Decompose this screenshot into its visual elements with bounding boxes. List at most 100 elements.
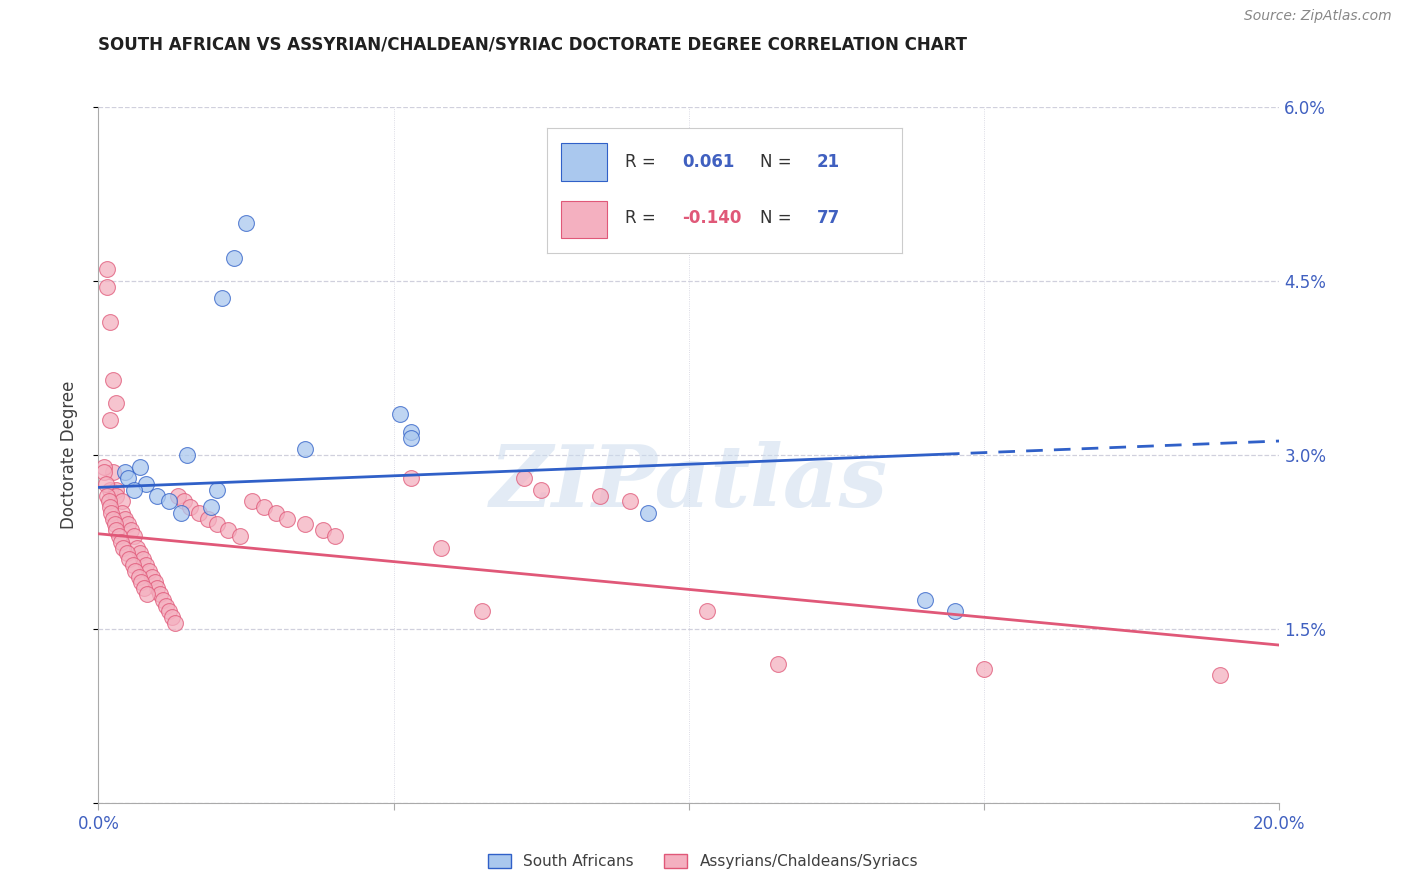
Point bbox=[205, 483, 228, 497]
Point bbox=[96, 262, 118, 277]
Point bbox=[205, 517, 228, 532]
Point bbox=[105, 396, 128, 410]
Point bbox=[125, 541, 148, 555]
Point bbox=[264, 506, 287, 520]
Point bbox=[114, 511, 136, 525]
Text: SOUTH AFRICAN VS ASSYRIAN/CHALDEAN/SYRIAC DOCTORATE DEGREE CORRELATION CHART: SOUTH AFRICAN VS ASSYRIAN/CHALDEAN/SYRIA… bbox=[98, 36, 967, 54]
Point bbox=[146, 582, 169, 596]
Point bbox=[100, 506, 122, 520]
Point bbox=[141, 570, 163, 584]
Point bbox=[253, 500, 276, 514]
Point bbox=[111, 506, 134, 520]
Point bbox=[162, 610, 183, 624]
Point bbox=[973, 662, 995, 677]
Point bbox=[105, 489, 128, 503]
Point bbox=[323, 529, 346, 543]
Point bbox=[96, 279, 118, 293]
Point bbox=[132, 552, 155, 566]
Point bbox=[111, 494, 134, 508]
Point bbox=[401, 471, 423, 485]
Point bbox=[105, 483, 128, 497]
Point bbox=[235, 216, 257, 230]
Point bbox=[135, 476, 157, 491]
Point bbox=[143, 575, 166, 590]
Point bbox=[128, 459, 150, 474]
Point bbox=[129, 575, 152, 590]
Point bbox=[115, 546, 138, 561]
Point bbox=[93, 459, 115, 474]
Point bbox=[197, 511, 219, 525]
Point bbox=[637, 506, 659, 520]
Point bbox=[401, 431, 423, 445]
Y-axis label: Doctorate Degree: Doctorate Degree bbox=[59, 381, 77, 529]
Point bbox=[766, 657, 789, 671]
Point bbox=[157, 494, 180, 508]
Legend: South Africans, Assyrians/Chaldeans/Syriacs: South Africans, Assyrians/Chaldeans/Syri… bbox=[482, 848, 924, 875]
Point bbox=[157, 605, 180, 619]
Point bbox=[135, 558, 157, 573]
Point bbox=[155, 599, 177, 613]
Point bbox=[146, 489, 169, 503]
Point bbox=[104, 517, 127, 532]
Point bbox=[103, 466, 125, 480]
Point bbox=[122, 529, 145, 543]
Point bbox=[128, 546, 150, 561]
Point bbox=[114, 466, 136, 480]
Point bbox=[108, 529, 131, 543]
Point bbox=[112, 541, 135, 555]
Point bbox=[121, 558, 143, 573]
Point bbox=[240, 494, 263, 508]
Point bbox=[167, 489, 190, 503]
Point bbox=[165, 615, 187, 630]
Point bbox=[294, 442, 316, 457]
Point bbox=[138, 564, 160, 578]
Point bbox=[914, 592, 936, 607]
Point bbox=[105, 523, 128, 537]
Point bbox=[176, 448, 198, 462]
Point bbox=[276, 511, 298, 525]
Point bbox=[117, 471, 139, 485]
Point bbox=[696, 605, 718, 619]
Point bbox=[294, 517, 316, 532]
Point bbox=[388, 407, 411, 422]
Point bbox=[179, 500, 201, 514]
Point bbox=[312, 523, 335, 537]
Point bbox=[187, 506, 209, 520]
Point bbox=[120, 523, 142, 537]
Point bbox=[135, 587, 157, 601]
Point bbox=[512, 471, 534, 485]
Point bbox=[128, 570, 150, 584]
Point bbox=[943, 605, 966, 619]
Point bbox=[152, 592, 174, 607]
Point bbox=[530, 483, 553, 497]
Point bbox=[224, 251, 246, 265]
Point bbox=[98, 483, 121, 497]
Point bbox=[103, 511, 125, 525]
Point bbox=[98, 413, 121, 427]
Point bbox=[93, 466, 115, 480]
Point bbox=[98, 494, 121, 508]
Point bbox=[103, 373, 125, 387]
Point bbox=[430, 541, 453, 555]
Point bbox=[229, 529, 252, 543]
Point bbox=[149, 587, 172, 601]
Text: ZIPatlas: ZIPatlas bbox=[489, 441, 889, 524]
Point bbox=[98, 500, 121, 514]
Point bbox=[173, 494, 195, 508]
Point bbox=[401, 425, 423, 439]
Point bbox=[94, 476, 117, 491]
Point bbox=[117, 517, 139, 532]
Point bbox=[134, 582, 156, 596]
Point bbox=[98, 314, 121, 328]
Point bbox=[471, 605, 494, 619]
Point bbox=[211, 291, 233, 305]
Point bbox=[96, 489, 118, 503]
Point bbox=[170, 506, 193, 520]
Point bbox=[110, 535, 132, 549]
Point bbox=[122, 483, 145, 497]
Point bbox=[619, 494, 641, 508]
Point bbox=[217, 523, 239, 537]
Point bbox=[200, 500, 222, 514]
Point bbox=[1209, 668, 1232, 682]
Point bbox=[589, 489, 612, 503]
